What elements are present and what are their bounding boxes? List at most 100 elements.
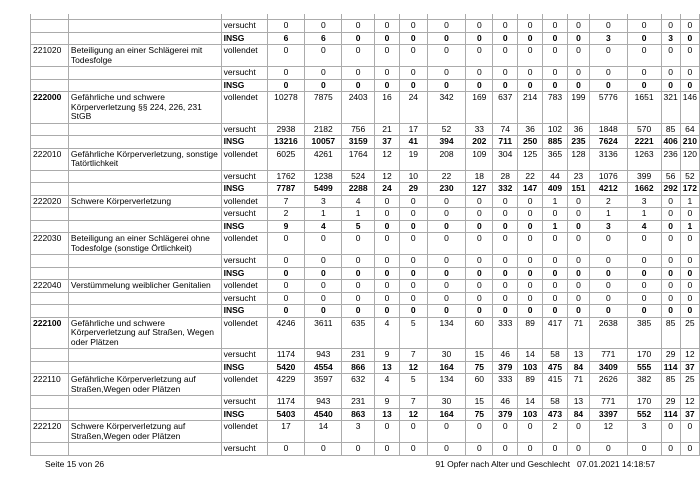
status-cell: vollendet xyxy=(220,147,268,171)
offence-description-cell xyxy=(67,135,222,149)
value-cell: 0 xyxy=(374,44,400,67)
value-cell: 3397 xyxy=(588,407,628,421)
value-cell: 0 xyxy=(374,420,400,443)
table-row: 222030 Beteiligung an einer Schlägerei oh… xyxy=(30,232,700,255)
value-cell: 0 xyxy=(679,232,700,255)
value-cell: 210 xyxy=(679,135,700,149)
value-cell: 0 xyxy=(465,194,494,208)
value-cell: 0 xyxy=(304,279,343,293)
value-cell: 0 xyxy=(517,19,544,33)
value-cell: 24 xyxy=(398,91,428,124)
crime-statistics-table: versucht 0 0 0 0 0 0 0 0 0 0 0 0 0 0 0 INSG 6 6 0 0 0 0 0 0 0 0 0 3 0… xyxy=(30,14,700,456)
value-cell: 0 xyxy=(341,304,376,318)
value-cell: 0 xyxy=(660,232,681,255)
value-cell: 0 xyxy=(374,31,400,45)
value-cell: 89 xyxy=(517,373,544,396)
table-row: INSG 6 6 0 0 0 0 0 0 0 0 0 3 0 3 0 xyxy=(30,31,700,45)
value-cell: 103 xyxy=(517,407,544,421)
value-cell: 0 xyxy=(542,304,568,318)
offence-code-cell: 222040 xyxy=(30,279,69,293)
value-cell: 0 xyxy=(517,266,544,280)
value-cell: 214 xyxy=(517,91,544,124)
value-cell: 0 xyxy=(660,66,681,80)
value-cell: 23 xyxy=(566,169,590,183)
value-cell: 0 xyxy=(426,44,467,67)
value-cell: 3 xyxy=(588,219,628,233)
value-cell: 0 xyxy=(398,279,428,293)
table-row: 222040 Verstümmelung weiblicher Genitalie… xyxy=(30,279,700,293)
value-cell: 0 xyxy=(304,442,343,456)
value-cell: 3611 xyxy=(304,316,343,349)
offence-description-cell xyxy=(67,31,222,45)
value-cell: 0 xyxy=(588,78,628,92)
value-cell: 0 xyxy=(517,279,544,293)
offence-code-cell: 222020 xyxy=(30,194,69,208)
value-cell: 0 xyxy=(398,291,428,305)
offence-description-cell xyxy=(67,207,222,221)
value-cell: 0 xyxy=(492,44,519,67)
value-cell: 570 xyxy=(626,122,662,136)
value-cell: 0 xyxy=(398,66,428,80)
value-cell: 0 xyxy=(465,219,494,233)
value-cell: 0 xyxy=(588,304,628,318)
value-cell: 22 xyxy=(426,169,467,183)
value-cell: 552 xyxy=(626,407,662,421)
table-row: versucht 0 0 0 0 0 0 0 0 0 0 0 0 0 0 0 xyxy=(30,66,700,80)
value-cell: 0 xyxy=(542,19,568,33)
offence-description-cell xyxy=(67,266,222,280)
value-cell: 109 xyxy=(465,147,494,171)
value-cell: 0 xyxy=(517,304,544,318)
value-cell: 0 xyxy=(660,78,681,92)
value-cell: 0 xyxy=(660,194,681,208)
value-cell: 6 xyxy=(266,31,306,45)
value-cell: 25 xyxy=(679,316,700,349)
value-cell: 169 xyxy=(465,91,494,124)
value-cell: 85 xyxy=(660,316,681,349)
value-cell: 0 xyxy=(517,219,544,233)
offence-description-cell xyxy=(67,304,222,318)
value-cell: 0 xyxy=(566,207,590,221)
value-cell: 33 xyxy=(465,122,494,136)
offence-description-cell xyxy=(67,442,222,456)
value-cell: 0 xyxy=(626,442,662,456)
value-cell: 0 xyxy=(398,219,428,233)
value-cell: 6 xyxy=(304,31,343,45)
value-cell: 0 xyxy=(266,291,306,305)
value-cell: 3 xyxy=(341,420,376,443)
offence-code-cell: 222110 xyxy=(30,373,69,396)
value-cell: 0 xyxy=(304,291,343,305)
value-cell: 4 xyxy=(304,219,343,233)
value-cell: 0 xyxy=(492,19,519,33)
table-row: INSG 9 4 5 0 0 0 0 0 0 1 0 3 4 0 1 xyxy=(30,219,700,233)
value-cell: 0 xyxy=(374,442,400,456)
value-cell: 1764 xyxy=(341,147,376,171)
offence-code-cell xyxy=(30,219,69,233)
value-cell: 0 xyxy=(465,254,494,268)
value-cell: 0 xyxy=(542,232,568,255)
value-cell: 2182 xyxy=(304,122,343,136)
value-cell: 128 xyxy=(566,147,590,171)
table-row: 221020 Beteiligung an einer Schlägerei mi… xyxy=(30,44,700,67)
value-cell: 0 xyxy=(266,266,306,280)
value-cell: 2 xyxy=(542,420,568,443)
value-cell: 0 xyxy=(517,254,544,268)
value-cell: 0 xyxy=(660,207,681,221)
value-cell: 379 xyxy=(492,360,519,374)
offence-code-cell xyxy=(30,135,69,149)
value-cell: 0 xyxy=(492,266,519,280)
value-cell: 365 xyxy=(542,147,568,171)
value-cell: 52 xyxy=(679,169,700,183)
value-cell: 0 xyxy=(492,31,519,45)
status-cell: vollendet xyxy=(220,373,268,396)
value-cell: 25 xyxy=(679,373,700,396)
offence-code-cell xyxy=(30,207,69,221)
value-cell: 0 xyxy=(660,219,681,233)
value-cell: 85 xyxy=(660,122,681,136)
value-cell: 0 xyxy=(517,194,544,208)
value-cell: 0 xyxy=(566,232,590,255)
value-cell: 52 xyxy=(426,122,467,136)
value-cell: 0 xyxy=(465,232,494,255)
value-cell: 0 xyxy=(374,78,400,92)
value-cell: 0 xyxy=(588,254,628,268)
value-cell: 0 xyxy=(517,232,544,255)
